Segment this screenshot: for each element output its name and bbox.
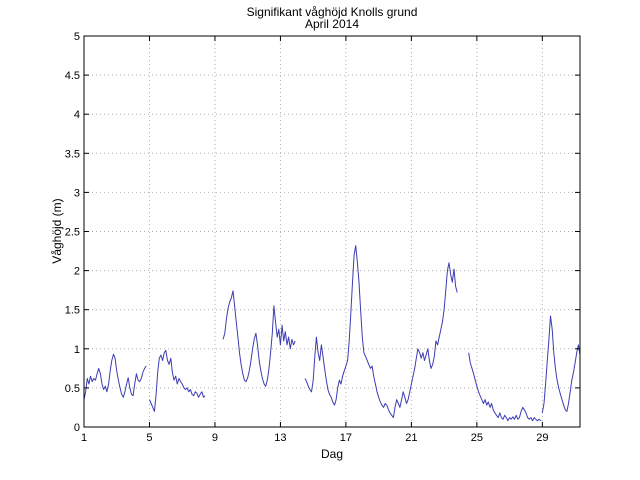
x-tick-label: 5 (146, 432, 152, 444)
y-tick-label: 1.5 (65, 305, 80, 317)
chart-subtitle: April 2014 (305, 17, 359, 31)
x-tick-label: 21 (405, 432, 417, 444)
x-tick-label: 29 (536, 432, 548, 444)
y-tick-label: 0 (74, 422, 80, 434)
series-line-segment (468, 352, 542, 422)
series-line-segment (83, 353, 147, 400)
data-series (83, 245, 581, 422)
y-tick-label: 1 (74, 344, 80, 356)
series-line-segment (149, 349, 206, 412)
series-line-segment (541, 315, 581, 413)
y-axis-label: Våghöjd (m) (50, 198, 64, 263)
axis-ticks: 1 5 9 13 17 21 25 29 0 0.5 1 1.5 2 2.5 3 3.5 4 4.5 5 (65, 31, 580, 444)
x-axis-label: Dag (321, 447, 343, 461)
y-tick-label: 4 (74, 109, 80, 121)
y-tick-label: 5 (74, 31, 80, 43)
grid (84, 36, 580, 427)
x-tick-label: 9 (212, 432, 218, 444)
series-line-segment (222, 290, 296, 387)
y-tick-label: 3 (74, 187, 80, 199)
y-tick-label: 4.5 (65, 70, 80, 82)
y-tick-label: 2.5 (65, 227, 80, 239)
x-tick-label: 17 (340, 432, 352, 444)
x-tick-label: 1 (81, 432, 87, 444)
y-tick-label: 2 (74, 266, 80, 278)
y-tick-label: 3.5 (65, 148, 80, 160)
chart-title: Signifikant våghöjd Knolls grund (247, 5, 418, 19)
x-tick-label: 13 (274, 432, 286, 444)
y-tick-label: 0.5 (65, 383, 80, 395)
x-tick-label: 25 (471, 432, 483, 444)
series-line-segment (304, 245, 458, 419)
